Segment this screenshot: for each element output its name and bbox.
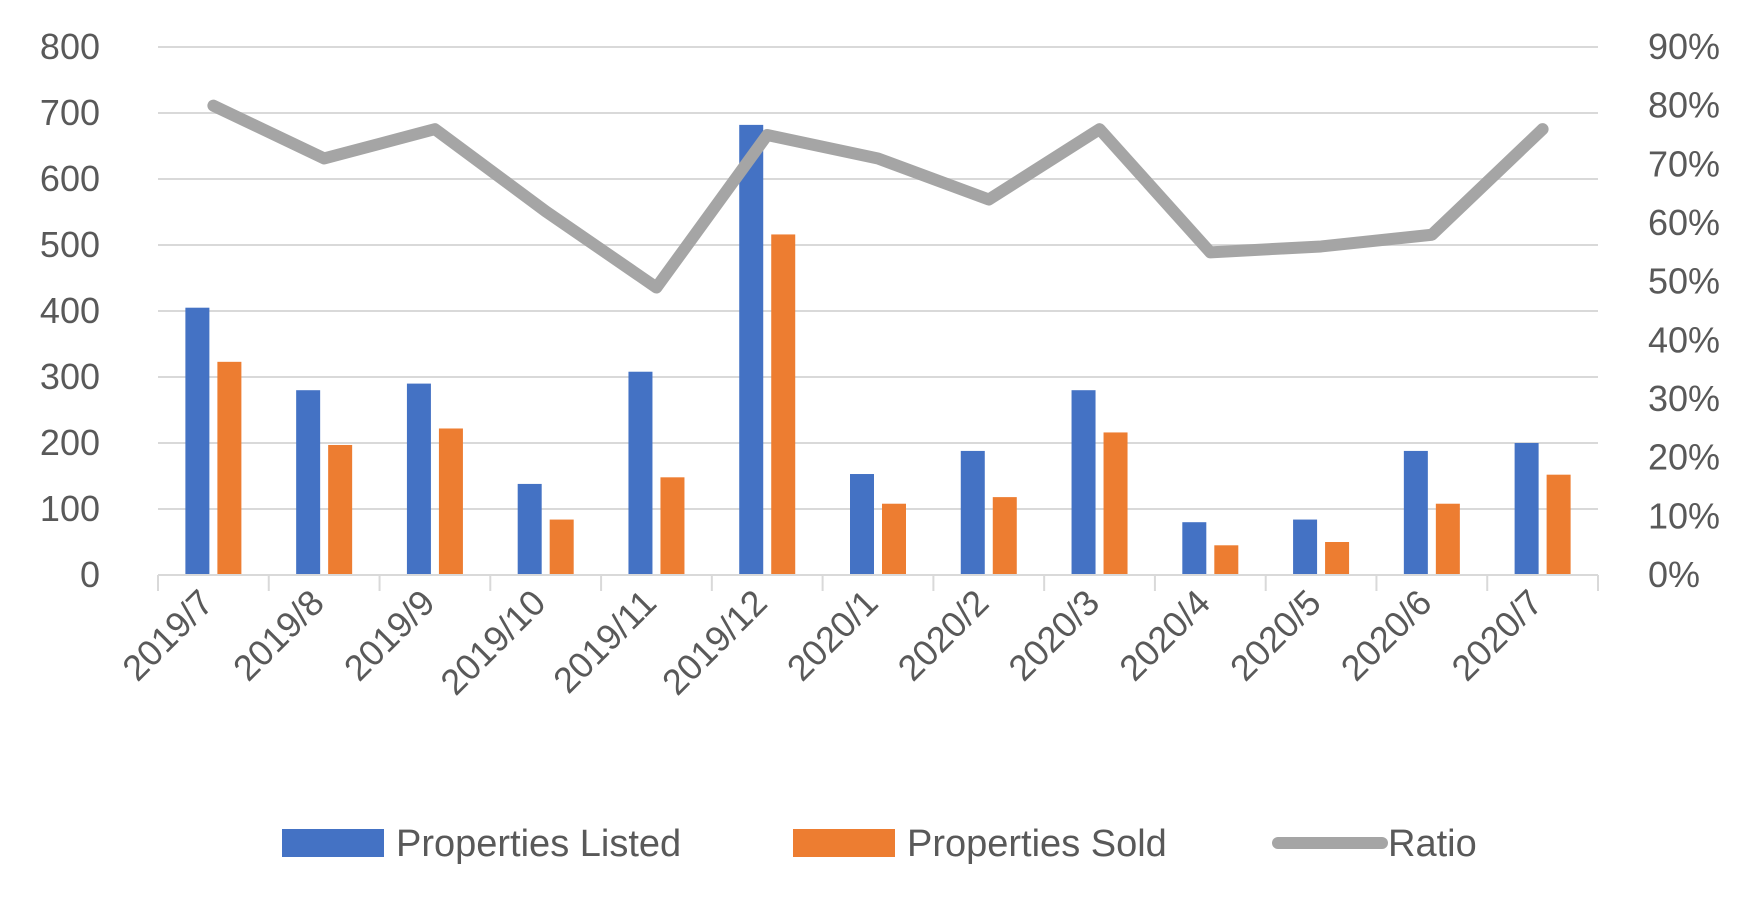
y-left-tick-label: 0 [80, 554, 100, 595]
x-tick-label: 2020/7 [1443, 582, 1550, 689]
y-left-tick-label: 700 [40, 92, 100, 133]
y-left-tick-label: 500 [40, 224, 100, 265]
bar-properties-listed [628, 371, 653, 575]
x-tick-label: 2020/1 [779, 582, 886, 689]
bar-properties-listed [1403, 450, 1428, 575]
bar-properties-listed [185, 307, 210, 575]
y-right-tick-label: 50% [1648, 261, 1720, 302]
bar-properties-listed [1293, 519, 1318, 575]
bar-properties-sold [992, 497, 1017, 575]
x-tick-label: 2019/11 [545, 582, 664, 701]
ratio-point [988, 199, 990, 201]
y-right-tick-label: 70% [1648, 143, 1720, 184]
bar-properties-listed [517, 483, 542, 575]
y-left-tick-label: 600 [40, 158, 100, 199]
legend-ratio-label: Ratio [1388, 823, 1477, 865]
y-left-tick-label: 200 [40, 422, 100, 463]
y-right-tick-label: 20% [1648, 437, 1720, 478]
x-tick-label: 2020/3 [1000, 582, 1107, 689]
y-right-tick-label: 60% [1648, 202, 1720, 243]
ratio-point [1209, 251, 1211, 253]
legend-properties-listed: Properties Listed [282, 823, 681, 865]
ratio-point [323, 157, 325, 159]
ratio-point [1320, 245, 1322, 247]
y-right-tick-label: 80% [1648, 85, 1720, 126]
legend-properties-listed-swatch [282, 829, 384, 857]
legend: Properties Listed Properties Sold Ratio [282, 823, 1477, 865]
bar-properties-sold [882, 503, 906, 575]
legend-properties-sold-swatch [793, 829, 895, 857]
bar-properties-listed [296, 390, 321, 575]
bar-properties-sold [660, 477, 685, 575]
line-series [207, 99, 1549, 294]
y-right-tick-label: 10% [1648, 495, 1720, 536]
axes: 0 100 200 300 400 500 600 700 800 0% 10% 20% 30% 40% 5… [40, 26, 1720, 703]
bar-properties-sold [1214, 545, 1239, 575]
bar-properties-listed [739, 124, 764, 575]
legend-ratio: Ratio [1272, 823, 1477, 865]
x-tick-label: 2019/9 [336, 582, 443, 689]
bar-properties-sold [1103, 432, 1128, 575]
y-right-tick-label: 0% [1648, 554, 1700, 595]
bar-properties-sold [549, 519, 574, 575]
ratio-point [766, 134, 768, 136]
x-tick-label: 2019/10 [432, 582, 553, 703]
bar-properties-sold [771, 234, 796, 575]
x-tick-label: 2019/12 [654, 582, 775, 703]
ratio-point [545, 210, 547, 212]
y-left-tick-label: 100 [40, 488, 100, 529]
bar-properties-sold [438, 428, 463, 575]
bar-properties-sold [1546, 474, 1571, 575]
ratio-point [212, 105, 214, 107]
bar-properties-listed [406, 383, 431, 575]
bar-properties-sold [217, 361, 242, 575]
bar-series [185, 124, 1571, 575]
y-right-tick-label: 40% [1648, 319, 1720, 360]
bar-properties-listed [850, 474, 874, 575]
ratio-point [1542, 128, 1544, 130]
ratio-line [207, 99, 1549, 294]
gridlines [158, 46, 1598, 510]
bar-properties-sold [328, 444, 353, 575]
y-right-tick-label: 90% [1648, 26, 1720, 67]
ratio-point [1431, 234, 1433, 236]
bar-properties-listed [1071, 390, 1096, 575]
legend-properties-sold: Properties Sold [793, 823, 1167, 865]
bar-properties-listed [1182, 522, 1207, 575]
legend-properties-sold-label: Properties Sold [907, 823, 1167, 865]
y-left-tick-label: 400 [40, 290, 100, 331]
bar-properties-sold [1325, 542, 1350, 575]
bar-properties-sold [1435, 503, 1460, 575]
x-tick-label: 2019/7 [114, 582, 221, 689]
x-tick-label: 2020/6 [1333, 582, 1440, 689]
x-tick-label: 2020/2 [890, 582, 997, 689]
bar-properties-listed [1514, 443, 1539, 575]
y-left-tick-label: 300 [40, 356, 100, 397]
legend-properties-listed-label: Properties Listed [396, 823, 681, 865]
ratio-point [655, 287, 657, 289]
x-tick-label: 2020/4 [1111, 582, 1218, 689]
y-right-tick-label: 30% [1648, 378, 1720, 419]
ratio-point [877, 157, 879, 159]
x-tick-label: 2020/5 [1222, 582, 1329, 689]
x-tick-label: 2019/8 [225, 582, 332, 689]
y-left-tick-label: 800 [40, 26, 100, 67]
ratio-point [1099, 128, 1101, 130]
bar-properties-listed [960, 450, 985, 575]
ratio-point [434, 128, 436, 130]
